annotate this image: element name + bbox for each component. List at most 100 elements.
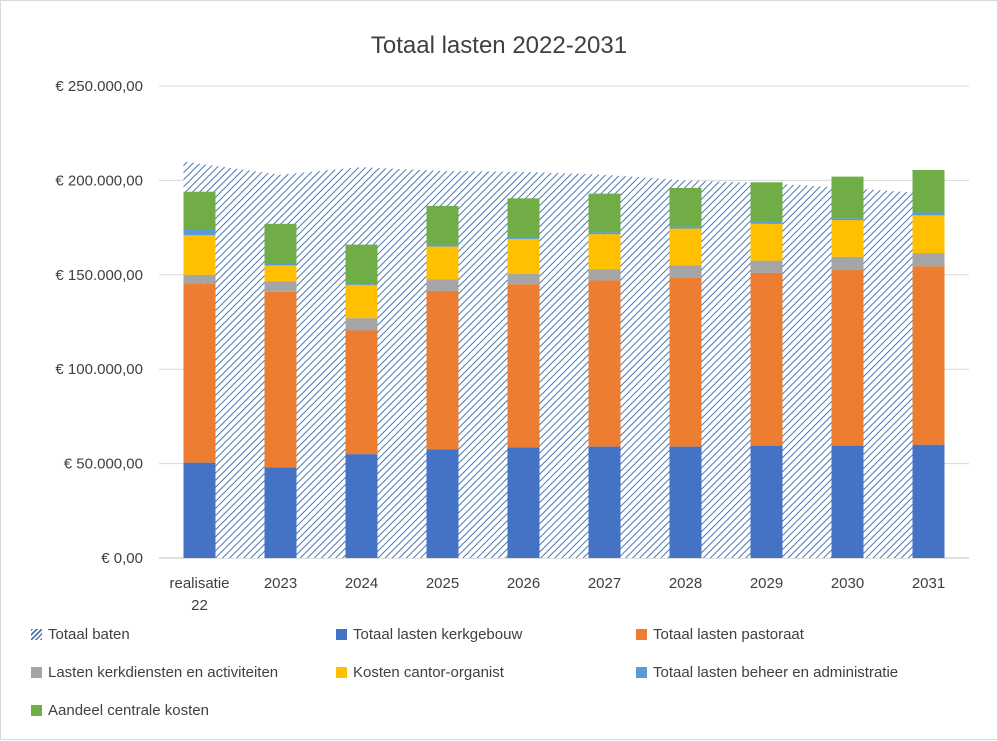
bar-segment-4-1 [264,263,297,266]
x-tick-label: realisatie [169,575,229,592]
y-tick-label: € 0,00 [101,550,143,567]
bar-segment-2-5 [588,269,621,281]
bar-segment-5-1 [264,223,297,264]
area-layer [183,161,945,558]
bar-segment-3-7 [750,223,783,261]
bar-segment-2-3 [426,279,459,291]
bar-segment-4-8 [831,218,864,221]
legend-swatch [636,629,647,640]
bar-segment-1-3 [426,290,459,450]
bar-segment-0-3 [426,449,459,558]
bar-segment-3-0 [183,235,216,275]
bar-segment-2-1 [264,281,297,292]
x-tick-label: 2024 [345,575,378,592]
bar-segment-4-0 [183,229,216,236]
legend-label: Totaal baten [48,626,130,643]
bar-segment-5-8 [831,176,864,219]
legend-label: Lasten kerkdiensten en activiteiten [48,664,279,681]
bar-segment-5-7 [750,182,783,222]
y-tick-label: € 50.000,00 [64,456,143,473]
bar-segment-3-1 [264,265,297,282]
bar-segment-5-6 [669,187,702,227]
legend-item: Kosten cantor-organist [336,664,504,681]
legend-label: Totaal lasten kerkgebouw [353,626,523,643]
legend-label: Aandeel centrale kosten [48,702,209,719]
legend-item: Totaal lasten kerkgebouw [336,626,522,643]
bar-segment-0-1 [264,467,297,558]
y-tick-label: € 150.000,00 [55,267,143,284]
bar-segment-4-9 [912,212,945,216]
legend-item: Totaal lasten beheer en administratie [636,664,898,681]
bar-segment-0-0 [183,462,216,558]
bar-segment-0-7 [750,445,783,558]
legend-item: Totaal lasten pastoraat [636,626,804,643]
axis-layer: € 0,00 € 50.000,00 € 100.000,00 € 150.000,0… [55,78,945,614]
x-tick-label: 2028 [669,575,702,592]
bar-segment-5-4 [507,198,540,238]
legend-swatch [31,667,42,678]
bar-segment-1-1 [264,291,297,468]
chart-title: Totaal lasten 2022-2031 [371,32,627,59]
bar-segment-2-4 [507,273,540,285]
bar-segment-1-5 [588,280,621,447]
bar-segment-2-2 [345,318,378,331]
y-tick-label: € 250.000,00 [55,78,143,95]
x-tick-label: 2023 [264,575,297,592]
bar-segment-2-6 [669,265,702,278]
y-tick-label: € 100.000,00 [55,361,143,378]
bar-segment-3-4 [507,238,540,274]
bar-segment-1-2 [345,330,378,455]
legend-item: Aandeel centrale kosten [31,702,209,719]
bar-segment-3-2 [345,285,378,319]
bar-segment-0-9 [912,444,945,558]
legend-swatch [336,629,347,640]
bar-segment-1-8 [831,270,864,446]
bar-segment-3-5 [588,234,621,270]
bar-segment-1-0 [183,283,216,463]
legend-swatch [636,667,647,678]
x-tick-label: 2027 [588,575,621,592]
bar-segment-1-6 [669,277,702,447]
legend-item: Totaal baten [31,626,130,643]
legend-item: Lasten kerkdiensten en activiteiten [31,664,278,681]
bar-segment-2-0 [183,274,216,284]
x-tick-label: 2026 [507,575,540,592]
bar-segment-3-6 [669,228,702,266]
bar-segment-5-5 [588,193,621,233]
legend-label: Totaal lasten beheer en administratie [653,664,899,681]
bar-segment-1-4 [507,284,540,448]
bar-segment-2-7 [750,260,783,273]
legend-swatch [336,667,347,678]
bar-layer [183,170,945,558]
x-tick-label: 2031 [912,575,945,592]
bar-segment-5-2 [345,244,378,285]
bar-segment-4-3 [426,244,459,247]
bar-segment-5-0 [183,191,216,230]
x-tick-label: 2030 [831,575,864,592]
bar-segment-0-4 [507,447,540,558]
bar-segment-3-3 [426,246,459,280]
bar-segment-0-5 [588,446,621,558]
bar-segment-0-6 [669,446,702,558]
legend-swatch [31,629,42,640]
y-tick-label: € 200.000,00 [55,172,143,189]
area-totaal-baten [183,161,945,558]
bar-segment-4-6 [669,226,702,229]
bar-segment-3-8 [831,220,864,257]
legend-swatch [31,705,42,716]
bar-segment-1-9 [912,266,945,445]
bar-segment-3-9 [912,215,945,254]
bar-segment-5-3 [426,205,459,245]
bar-segment-5-9 [912,170,945,213]
bar-segment-0-8 [831,445,864,558]
legend-label: Kosten cantor-organist [353,664,504,681]
bar-segment-2-8 [831,256,864,271]
bar-segment-2-9 [912,253,945,267]
x-tick-label: 22 [191,597,208,614]
bar-segment-1-7 [750,272,783,446]
bar-segment-4-5 [588,232,621,235]
x-tick-label: 2029 [750,575,783,592]
legend-label: Totaal lasten pastoraat [653,626,804,643]
